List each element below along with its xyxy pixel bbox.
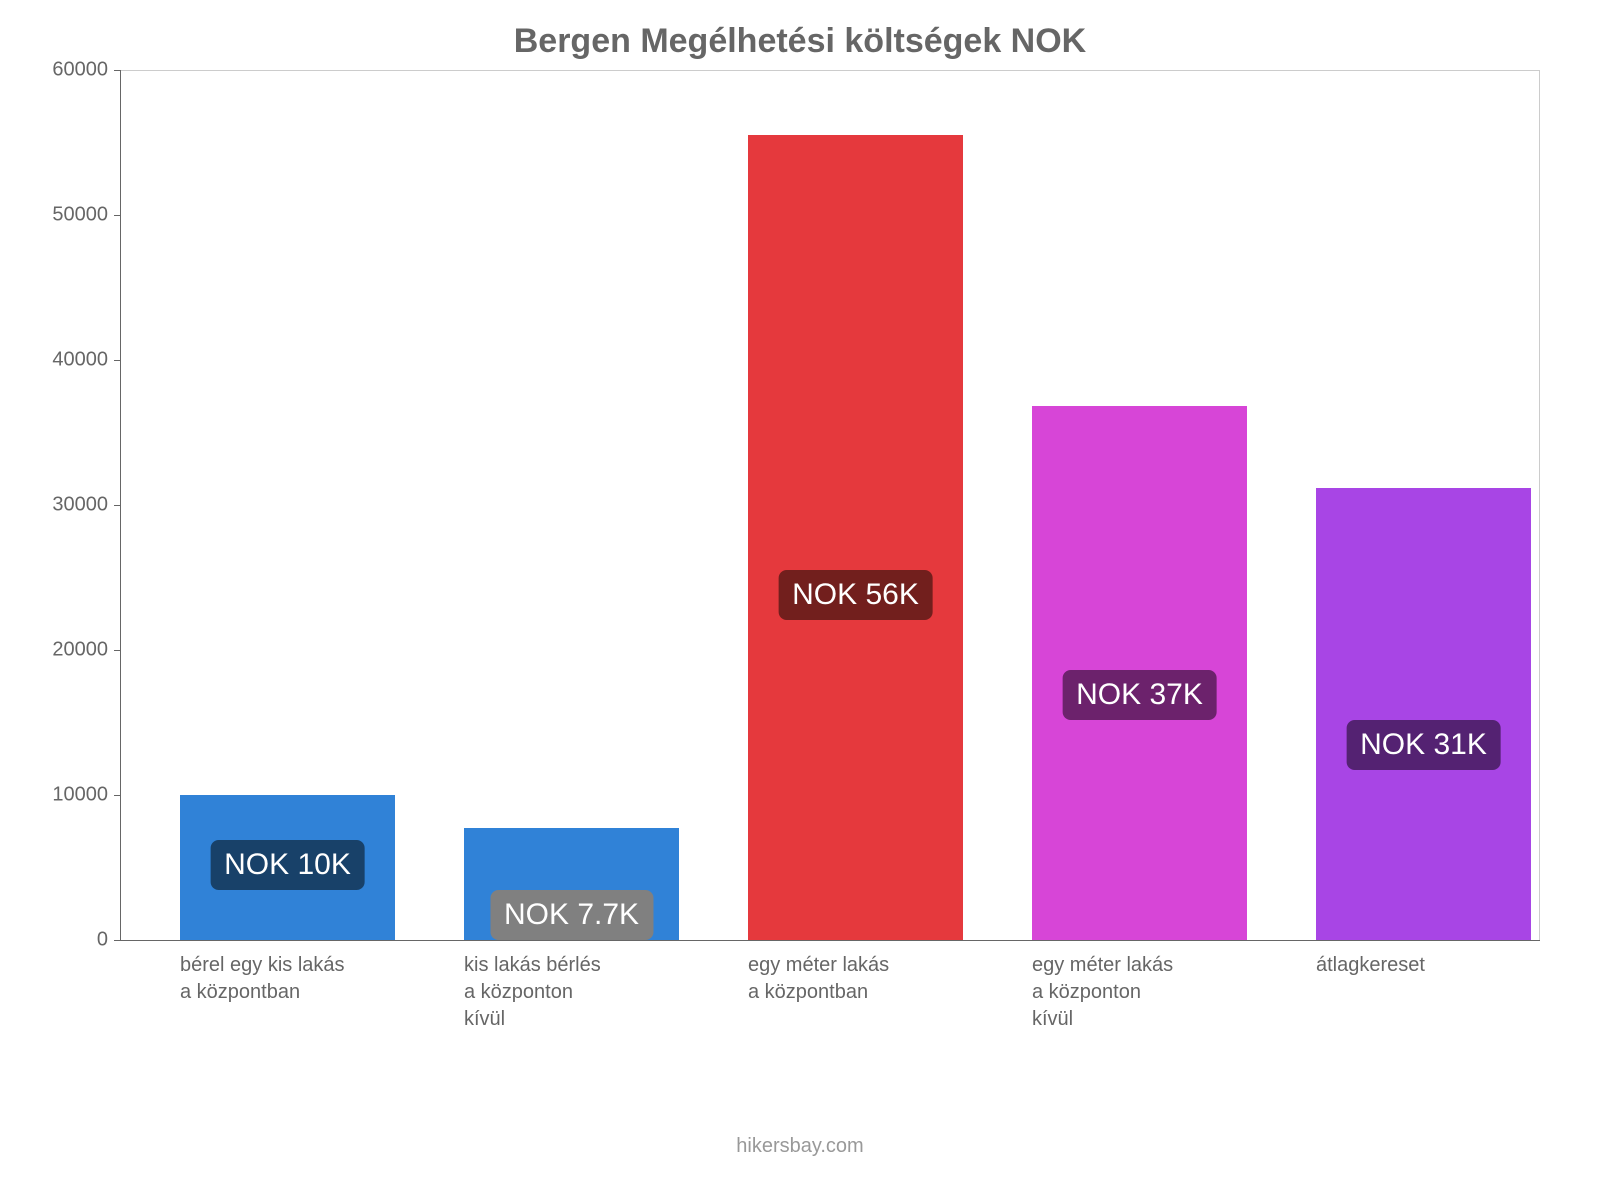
bar-value-label: NOK 31K xyxy=(1346,720,1501,770)
chart-title: Bergen Megélhetési költségek NOK xyxy=(0,0,1600,69)
y-tick-label: 0 xyxy=(8,929,108,952)
x-category-label: egy méter lakása központban xyxy=(748,952,1003,1006)
x-axis-line xyxy=(120,940,1540,941)
y-tick-label: 40000 xyxy=(8,349,108,372)
x-category-label: egy méter lakása központonkívül xyxy=(1032,952,1287,1033)
bar: NOK 31K xyxy=(1316,488,1531,940)
y-tick-mark xyxy=(114,940,120,941)
y-tick-label: 30000 xyxy=(8,494,108,517)
y-tick-label: 10000 xyxy=(8,784,108,807)
bars-layer: NOK 10K NOK 7.7K NOK 56K NOK 37K NOK 31K xyxy=(120,70,1540,940)
bar: NOK 37K xyxy=(1032,406,1247,940)
footer-credit: hikersbay.com xyxy=(0,1135,1600,1158)
x-category-label: kis lakás bérlésa központonkívül xyxy=(464,952,719,1033)
bar-value-label: NOK 10K xyxy=(210,840,365,890)
x-category-label: átlagkereset xyxy=(1316,952,1571,979)
x-category-label: bérel egy kis lakása központban xyxy=(180,952,435,1006)
y-tick-label: 50000 xyxy=(8,204,108,227)
bar: NOK 56K xyxy=(748,135,963,940)
bar-value-label: NOK 37K xyxy=(1062,670,1217,720)
bar: NOK 10K xyxy=(180,795,395,940)
y-tick-label: 60000 xyxy=(8,59,108,82)
y-tick-label: 20000 xyxy=(8,639,108,662)
chart-container: Bergen Megélhetési költségek NOK 0 10000 2… xyxy=(0,0,1600,1200)
bar-value-label: NOK 7.7K xyxy=(490,890,653,940)
bar-value-label: NOK 56K xyxy=(778,570,933,620)
bar: NOK 7.7K xyxy=(464,828,679,940)
